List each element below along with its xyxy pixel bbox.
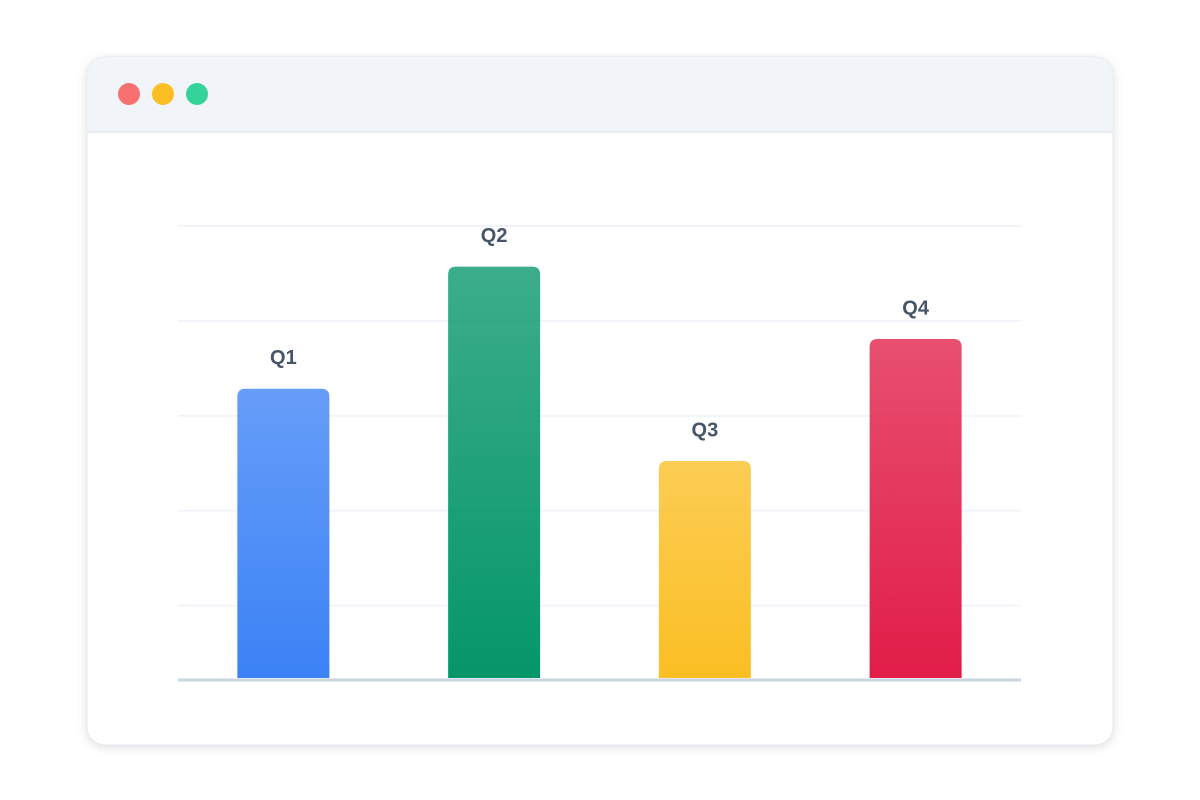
bar-label: Q3 xyxy=(692,419,719,441)
bar xyxy=(869,339,962,678)
bar-label: Q1 xyxy=(270,347,297,369)
close-button[interactable] xyxy=(118,83,140,105)
minimize-button[interactable] xyxy=(152,83,174,105)
bar-label: Q2 xyxy=(481,225,508,247)
maximize-button[interactable] xyxy=(186,83,208,105)
bar xyxy=(237,388,330,678)
chart: Q1 Q2 Q3 Q4 xyxy=(178,225,1021,682)
bar-label: Q4 xyxy=(902,297,930,319)
title-bar xyxy=(87,57,1113,132)
bar xyxy=(658,461,751,678)
bar xyxy=(448,266,541,678)
